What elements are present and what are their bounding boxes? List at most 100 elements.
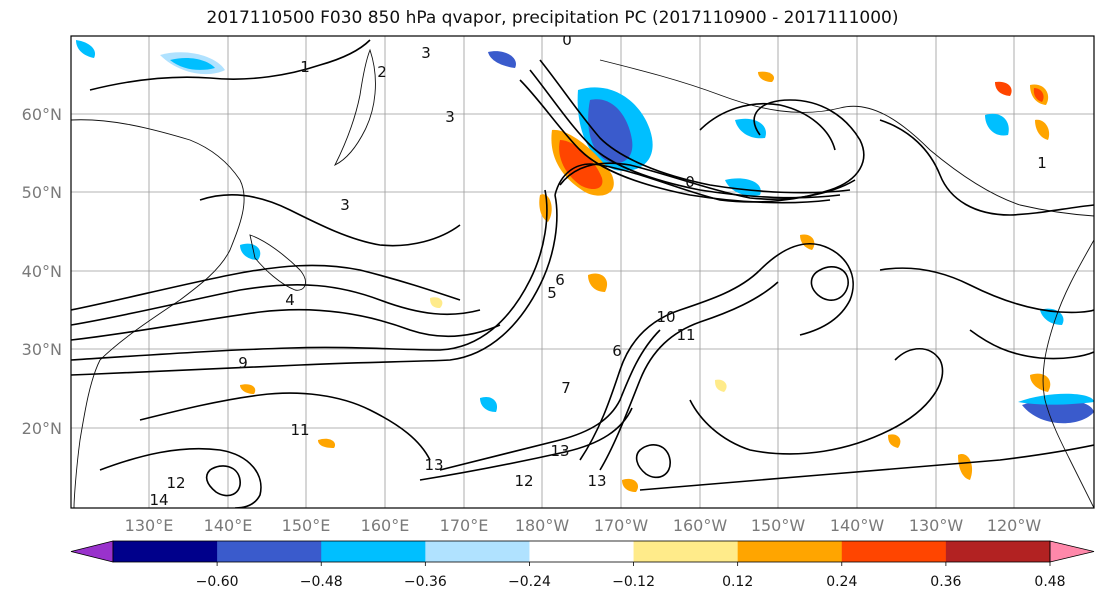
contour-label: 3 [421,44,431,62]
lon-tick-label: 170°W [594,516,649,535]
contour-label: 10 [656,308,675,326]
contour-label: 11 [676,326,695,344]
contour-line [439,329,661,471]
lon-tick-label: 150°E [282,516,331,535]
contour-label: 7 [561,379,571,397]
contour-line [879,119,1094,216]
contour-line [599,281,779,471]
contour-label: 5 [547,284,557,302]
contour-label: 3 [445,108,455,126]
kamchatka-coastline [333,48,376,167]
longitude-labels: 130°E 140°E 150°E 160°E 170°E 180°W 170°W 160°W… [125,516,1042,535]
lon-tick-label: 140°E [204,516,253,535]
colorbar-tick-label: 0.48 [1034,574,1065,590]
shade-neg-mid [170,57,215,70]
map-border [70,35,1095,509]
contour-line [71,194,558,376]
lon-tick-label: 170°E [440,516,489,535]
map-title: 2017110500 F030 850 hPa qvapor, precipit… [206,8,899,28]
contour-line [689,347,944,455]
shade-pos-mid [1035,119,1050,140]
colorbar-tick-label: −0.36 [404,574,447,590]
contour-line [699,102,836,151]
asia-coastline [71,119,245,508]
contour-line [529,69,841,199]
contour-line [635,444,671,479]
colorbar-bin [633,541,739,562]
colorbar-tick-label: 0.24 [826,574,857,590]
lon-tick-label: 160°E [361,516,410,535]
colorbar-bin [217,541,322,562]
contour-line [519,79,831,204]
contour-line [419,407,633,481]
colorbar-tick-label: −0.12 [612,574,655,590]
shade-neg-mid [76,40,96,58]
contour-line [969,329,1094,360]
shade-pos-mid [588,273,608,292]
contour-label: 1 [300,58,310,76]
shade-pos-mid [1030,373,1051,392]
lon-tick-label: 140°W [830,516,885,535]
colorbar-bin [945,541,1051,562]
lon-tick-label: 120°W [987,516,1042,535]
shade-neg-mid [1018,393,1094,405]
contour-label: 11 [290,421,309,439]
contour-line [199,194,461,247]
colorbar-frame [112,540,1051,563]
lat-tick-label: 20°N [22,419,62,438]
lon-tick-label: 130°E [125,516,174,535]
contour-line [71,189,548,361]
shade-neg-strong [1022,399,1094,424]
contour-label: 1 [1037,154,1047,172]
contour-label: 2 [377,63,387,81]
colorbar-tick-labels: −0.60 −0.48 −0.36 −0.24 −0.12 0.12 0.24 0.36 0.4… [196,562,1066,590]
shade-pos-mid [800,234,815,250]
shade-pos-mid [318,438,336,448]
contour-line [810,266,849,301]
colorbar-bin [425,541,530,562]
colorbar-bin [841,541,947,562]
contour-line [71,264,461,311]
shade-neg-mid [488,51,516,68]
contour-label: 12 [514,472,533,490]
contour-label: 13 [424,456,443,474]
lat-tick-label: 40°N [22,262,62,281]
contour-label: 12 [166,474,185,492]
shade-pos-strong [1033,88,1044,102]
lat-tick-label: 30°N [22,340,62,359]
contour-label: 13 [587,472,606,490]
lon-tick-label: 130°W [909,516,964,535]
alaska-coastline [599,59,1094,217]
contour-line [559,162,856,200]
colorbar-tick-label: −0.60 [196,574,239,590]
colorbar-extend-min [70,540,114,563]
contour-line [639,444,1094,491]
lat-tick-label: 50°N [22,183,62,202]
namerica-coastline [1042,239,1094,508]
contour-label: 14 [149,491,168,509]
lon-tick-label: 160°W [673,516,728,535]
shade-neg-mid [725,178,761,196]
lat-tick-label: 60°N [22,105,62,124]
contour-label: 6 [612,342,622,360]
qvapor-contours [71,39,1094,508]
colorbar-bin [737,541,843,562]
lon-tick-label: 150°W [751,516,806,535]
contour-label: 3 [340,196,350,214]
shade-pos-mid [240,384,256,394]
contour-label: 0 [562,31,572,49]
shade-neg-mid [240,243,261,260]
contour-label: 13 [550,442,569,460]
shade-pos-mid [888,434,901,448]
shade-pos-mid [958,454,973,480]
colorbar-tick-label: −0.24 [508,574,551,590]
colorbar-tick-label: 0.12 [722,574,753,590]
contour-line [879,267,1094,314]
lon-tick-label: 180°W [515,516,570,535]
contour-label: 6 [555,271,565,289]
colorbar-extend-max [1049,540,1095,563]
shade-neg-strong [588,99,633,164]
contour-line [139,392,431,461]
shade-pos-mid [995,81,1012,96]
